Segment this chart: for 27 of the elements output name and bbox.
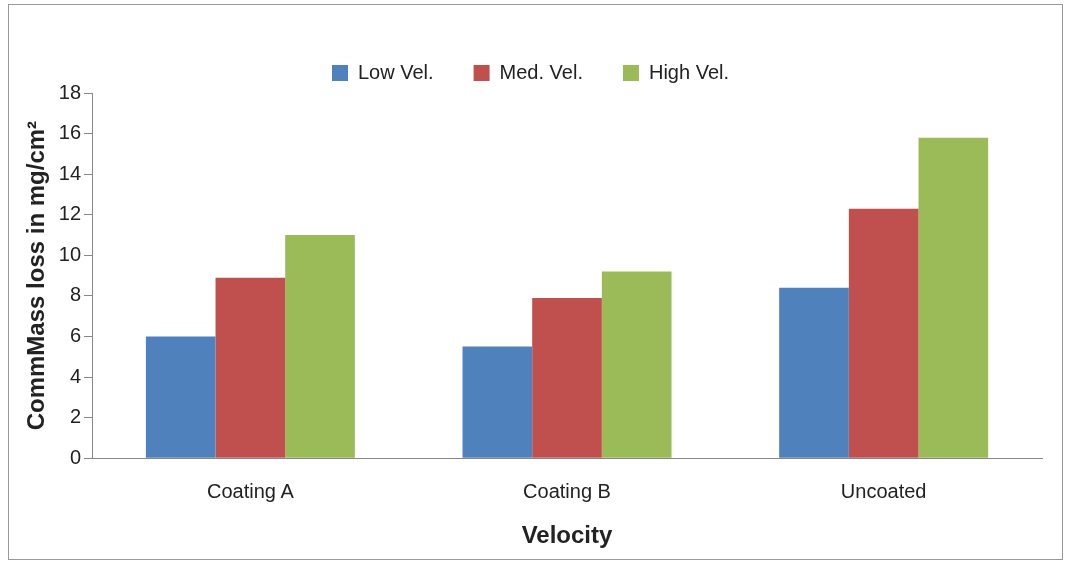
- y-tick-label: 4: [69, 364, 82, 387]
- legend-label: Med. Vel.: [499, 60, 583, 83]
- y-tick-label: 10: [58, 242, 82, 265]
- bar: [918, 137, 989, 458]
- x-axis-title: Velocity: [521, 521, 614, 549]
- y-tick-label: 0: [69, 445, 82, 468]
- bar: [462, 346, 533, 458]
- y-tick-label: 16: [58, 121, 82, 144]
- y-tick-label: 12: [58, 202, 82, 225]
- bar: [601, 271, 672, 458]
- y-tick-label: 6: [69, 323, 82, 346]
- legend-label: Low Vel.: [357, 60, 434, 83]
- x-tick-label: Coating B: [523, 479, 611, 502]
- legend-label: High Vel.: [648, 60, 730, 83]
- x-tick-label: Uncoated: [840, 479, 927, 502]
- bar: [285, 235, 355, 458]
- bar: [532, 297, 602, 458]
- bar: [145, 336, 216, 458]
- y-tick-label: 14: [58, 161, 82, 184]
- y-axis-title: CommMass loss in mg/cm²: [22, 120, 50, 431]
- y-tick-label: 8: [69, 283, 82, 306]
- y-tick-label: 2: [69, 405, 82, 428]
- bar: [779, 287, 849, 458]
- bar: [848, 208, 919, 458]
- x-tick-label: Coating A: [207, 479, 295, 502]
- bar: [215, 277, 286, 458]
- y-tick-label: 18: [58, 80, 82, 103]
